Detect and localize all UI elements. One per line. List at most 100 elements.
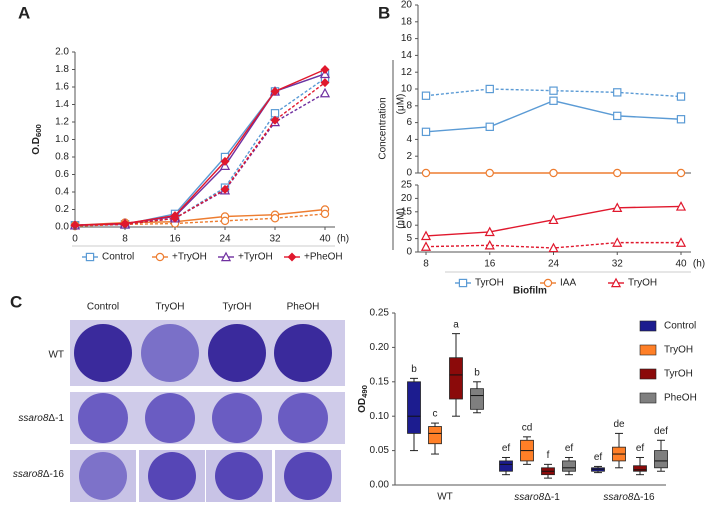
y-tick-label: 0.10 [370,411,390,422]
marker [421,91,431,100]
y-tick-label: 1.2 [55,117,69,128]
legend-swatch [639,344,657,356]
marker [270,115,280,125]
well [141,324,199,382]
legend-label: Control [102,252,134,263]
x-tick-label: 24 [219,234,231,245]
box [654,450,668,469]
y-tick-label: 1.6 [55,82,69,93]
marker [220,156,230,166]
marker [543,278,553,288]
plate-photo [70,320,345,502]
marker [675,201,687,211]
plate-column-label: TyrOH [223,302,252,313]
well [79,452,127,500]
box [499,460,513,472]
y-tick-label: 18 [401,16,413,27]
series-line [74,208,326,226]
y-axis-label: Concentration [378,97,389,159]
legend-label: +TyrOH [238,252,273,263]
group-letter: ef [502,443,511,454]
y-tick-label: 8 [406,100,412,111]
marker [270,109,280,118]
marker [613,111,622,121]
marker [613,88,622,97]
x-tick-label: 8 [122,234,128,245]
x-tick-label: 40 [319,234,331,245]
plate-row-label: ssaro8Δ-1 [18,413,64,424]
y-tick-label: 5 [406,233,412,244]
marker [170,213,180,223]
marker [420,241,432,251]
marker [270,214,280,223]
plate-column-label: Control [87,302,119,313]
marker [612,202,623,212]
marker [549,168,558,178]
group-letter: c [433,409,438,420]
group-letter: ef [565,443,574,454]
legend-label: TyrOH [664,369,693,380]
plate-row-label: WT [48,350,64,361]
panel-label: B [378,3,390,22]
y-axis-label: O.D600 [31,124,43,155]
marker [676,115,686,124]
y-tick-label: 15 [401,206,413,217]
legend-label: PheOH [664,393,697,404]
legend-swatch [639,392,657,404]
y-tick-label: 0.8 [55,152,69,163]
legend-label: TryOH [628,278,657,289]
marker [485,168,494,178]
series-line [425,100,682,133]
well [278,393,328,443]
marker [548,242,559,253]
group-letter: a [453,319,459,330]
y-tick-label: 12 [401,67,413,78]
box [449,357,463,400]
marker [319,87,331,98]
marker [320,78,330,88]
y-unit: (μM) [396,94,407,115]
legend-label: +PheOH [304,252,343,263]
marker [220,184,230,194]
y-tick-label: 2.0 [55,47,69,58]
box [562,460,576,472]
series-line [74,73,326,226]
y-tick-label: 20 [401,0,413,11]
y-unit: (nM) [396,208,407,229]
y-tick-label: 16 [401,33,413,44]
y-tick-label: 0.6 [55,169,69,180]
marker [612,237,623,247]
y-tick-label: 10 [401,84,413,95]
x-tick-label: 8 [423,259,429,270]
marker [220,216,230,226]
y-tick-label: 0.0 [55,222,69,233]
x-tick-label: ssaro8Δ-16 [603,492,655,503]
marker [287,252,297,262]
y-tick-label: 1.0 [55,134,69,145]
group-letter: def [654,426,668,437]
panel-label: A [18,3,30,22]
x-tick-label: 24 [548,259,560,270]
legend-swatch [639,320,657,332]
group-letter: ef [594,452,603,463]
y-tick-label: 0 [406,168,412,179]
box [407,381,421,434]
well [212,393,262,443]
series-line-dashed [74,77,326,226]
box [633,465,647,472]
y-axis-label: OD490 [357,385,369,413]
marker [485,84,494,94]
legend-label: IAA [560,278,576,289]
y-tick-label: 10 [401,220,413,231]
marker [549,96,558,105]
marker [610,277,622,288]
y-tick-label: 0.00 [370,480,390,491]
series-line-dashed [74,92,326,226]
y-tick-label: 0.05 [370,445,390,456]
plate-column-label: TryOH [155,302,184,313]
marker [485,122,494,131]
x-tick-label: 32 [612,259,624,270]
y-axis-label-main: O.D [31,137,42,155]
marker [220,251,232,262]
marker [320,209,330,219]
